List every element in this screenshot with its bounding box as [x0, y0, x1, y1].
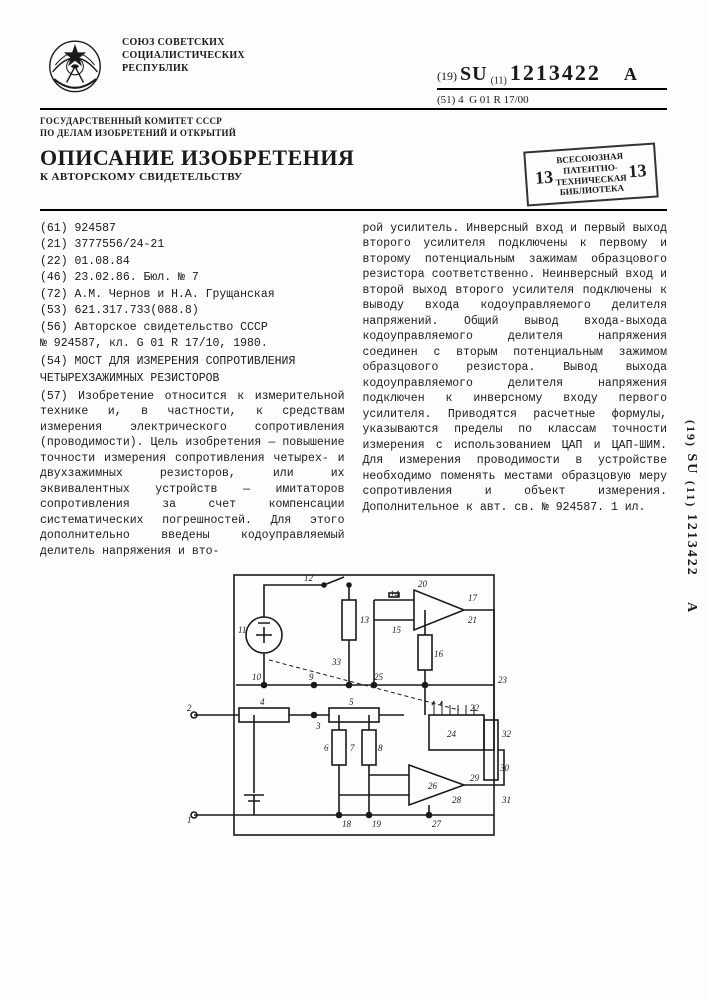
bib-53: (53) 621.317.733(088.8) [40, 303, 345, 319]
svg-text:27: 27 [432, 819, 442, 829]
bib-22: (22) 01.08.84 [40, 254, 345, 270]
bib-72: (72) А.М. Чернов и Н.А. Грущанская [40, 287, 345, 303]
svg-text:28: 28 [452, 795, 462, 805]
country-code: SU [460, 63, 488, 85]
svg-text:17: 17 [468, 593, 478, 603]
code-51: (51) 4 [437, 94, 464, 106]
title-area: ОПИСАНИЕ ИЗОБРЕТЕНИЯ К АВТОРСКОМУ СВИДЕТ… [40, 147, 354, 183]
svg-text:30: 30 [499, 763, 510, 773]
side-code-19: (19) [684, 420, 698, 448]
patent-number: 1213422 [510, 60, 601, 85]
svg-text:15: 15 [392, 625, 402, 635]
svg-text:11: 11 [238, 625, 246, 635]
bib-54: (54) МОСТ ДЛЯ ИЗМЕРЕНИЯ СОПРОТИВЛЕНИЯ [40, 354, 345, 370]
svg-text:1: 1 [187, 815, 192, 825]
side-su: SU [684, 454, 699, 476]
bib-61: (61) 924587 [40, 221, 345, 237]
svg-text:31: 31 [501, 795, 511, 805]
abstract-left: (57) Изобретение относится к измерительн… [40, 389, 345, 560]
side-publication-code: (19) SU (11) 1213422 A [683, 420, 699, 614]
circuit-diagram: 1112 1314 1516 1720 2110 92 14 53 68 718… [40, 565, 667, 850]
divider [40, 209, 667, 211]
abstract-right: рой усилитель. Инверсный вход и первый в… [363, 221, 668, 516]
svg-text:24: 24 [447, 729, 457, 739]
bib-46: (46) 23.02.86. Бюл. № 7 [40, 270, 345, 286]
svg-text:21: 21 [468, 615, 477, 625]
patent-page: СОЮЗ СОВЕТСКИХ СОЦИАЛИСТИЧЕСКИХ РЕСПУБЛИ… [0, 0, 707, 1000]
library-stamp: ВСЕСОЮЗНАЯ 13 ПАТЕНТНО- ТЕХНИЧЕСКАЯ 13 Б… [524, 143, 659, 207]
svg-text:25: 25 [374, 672, 384, 682]
pub-number-line: (19) SU (11) 1213422 A [437, 60, 667, 90]
left-column: (61) 924587 (21) 3777556/24-21 (22) 01.0… [40, 221, 345, 560]
committee-line: ГОСУДАРСТВЕННЫЙ КОМИТЕТ СССР [40, 116, 667, 128]
side-number: 1213422 [684, 514, 699, 577]
schematic-icon: 1112 1314 1516 1720 2110 92 14 53 68 718… [174, 565, 534, 845]
kind-code: A [624, 64, 637, 84]
stamp-num: 13 [628, 160, 647, 183]
svg-text:19: 19 [372, 819, 382, 829]
svg-text:9: 9 [309, 672, 314, 682]
svg-text:16: 16 [434, 649, 444, 659]
svg-text:32: 32 [501, 729, 512, 739]
ipc-class: G 01 R 17/00 [469, 94, 529, 106]
bib-21: (21) 3777556/24-21 [40, 237, 345, 253]
title-block: ОПИСАНИЕ ИЗОБРЕТЕНИЯ К АВТОРСКОМУ СВИДЕТ… [40, 147, 667, 202]
svg-text:6: 6 [324, 743, 329, 753]
svg-text:2: 2 [187, 703, 192, 713]
stamp-num: 13 [535, 167, 554, 190]
svg-text:4: 4 [260, 697, 265, 707]
svg-text:23: 23 [498, 675, 508, 685]
svg-text:12: 12 [304, 573, 314, 583]
code-19: (19) [437, 69, 457, 83]
svg-text:7: 7 [350, 743, 355, 753]
side-suffix: A [684, 602, 699, 614]
publication-codes: (19) SU (11) 1213422 A (51) 4 G 01 R 17/… [437, 60, 667, 106]
svg-text:14: 14 [390, 589, 400, 599]
bib-54b: ЧЕТЫРЕХЗАЖИМНЫХ РЕЗИСТОРОВ [40, 371, 345, 387]
doc-subtitle: К АВТОРСКОМУ СВИДЕТЕЛЬСТВУ [40, 171, 354, 183]
divider [40, 108, 667, 110]
svg-text:5: 5 [349, 697, 354, 707]
svg-text:22: 22 [470, 703, 480, 713]
bib-56b: № 924587, кл. G 01 R 17/10, 1980. [40, 336, 345, 352]
svg-text:33: 33 [331, 657, 342, 667]
doc-title: ОПИСАНИЕ ИЗОБРЕТЕНИЯ [40, 147, 354, 169]
svg-text:3: 3 [315, 721, 321, 731]
ussr-emblem-icon [40, 30, 110, 100]
svg-text:29: 29 [470, 773, 480, 783]
side-code-11: (11) [684, 481, 698, 508]
svg-text:13: 13 [360, 615, 370, 625]
bib-56: (56) Авторское свидетельство СССР [40, 320, 345, 336]
svg-text:20: 20 [418, 579, 428, 589]
right-column: рой усилитель. Инверсный вход и первый в… [363, 221, 668, 560]
ipc-line: (51) 4 G 01 R 17/00 [437, 94, 667, 106]
committee: ГОСУДАРСТВЕННЫЙ КОМИТЕТ СССР ПО ДЕЛАМ ИЗ… [40, 116, 667, 139]
svg-text:8: 8 [378, 743, 383, 753]
org-line: СОЦИАЛИСТИЧЕСКИХ [122, 49, 245, 62]
svg-text:18: 18 [342, 819, 352, 829]
svg-text:10: 10 [252, 672, 262, 682]
org-line: СОЮЗ СОВЕТСКИХ [122, 36, 245, 49]
body-columns: (61) 924587 (21) 3777556/24-21 (22) 01.0… [40, 221, 667, 560]
code-11: (11) [491, 75, 507, 86]
committee-line: ПО ДЕЛАМ ИЗОБРЕТЕНИЙ И ОТКРЫТИЙ [40, 128, 667, 140]
issuer-name: СОЮЗ СОВЕТСКИХ СОЦИАЛИСТИЧЕСКИХ РЕСПУБЛИ… [122, 30, 245, 75]
svg-text:26: 26 [428, 781, 438, 791]
org-line: РЕСПУБЛИК [122, 62, 245, 75]
